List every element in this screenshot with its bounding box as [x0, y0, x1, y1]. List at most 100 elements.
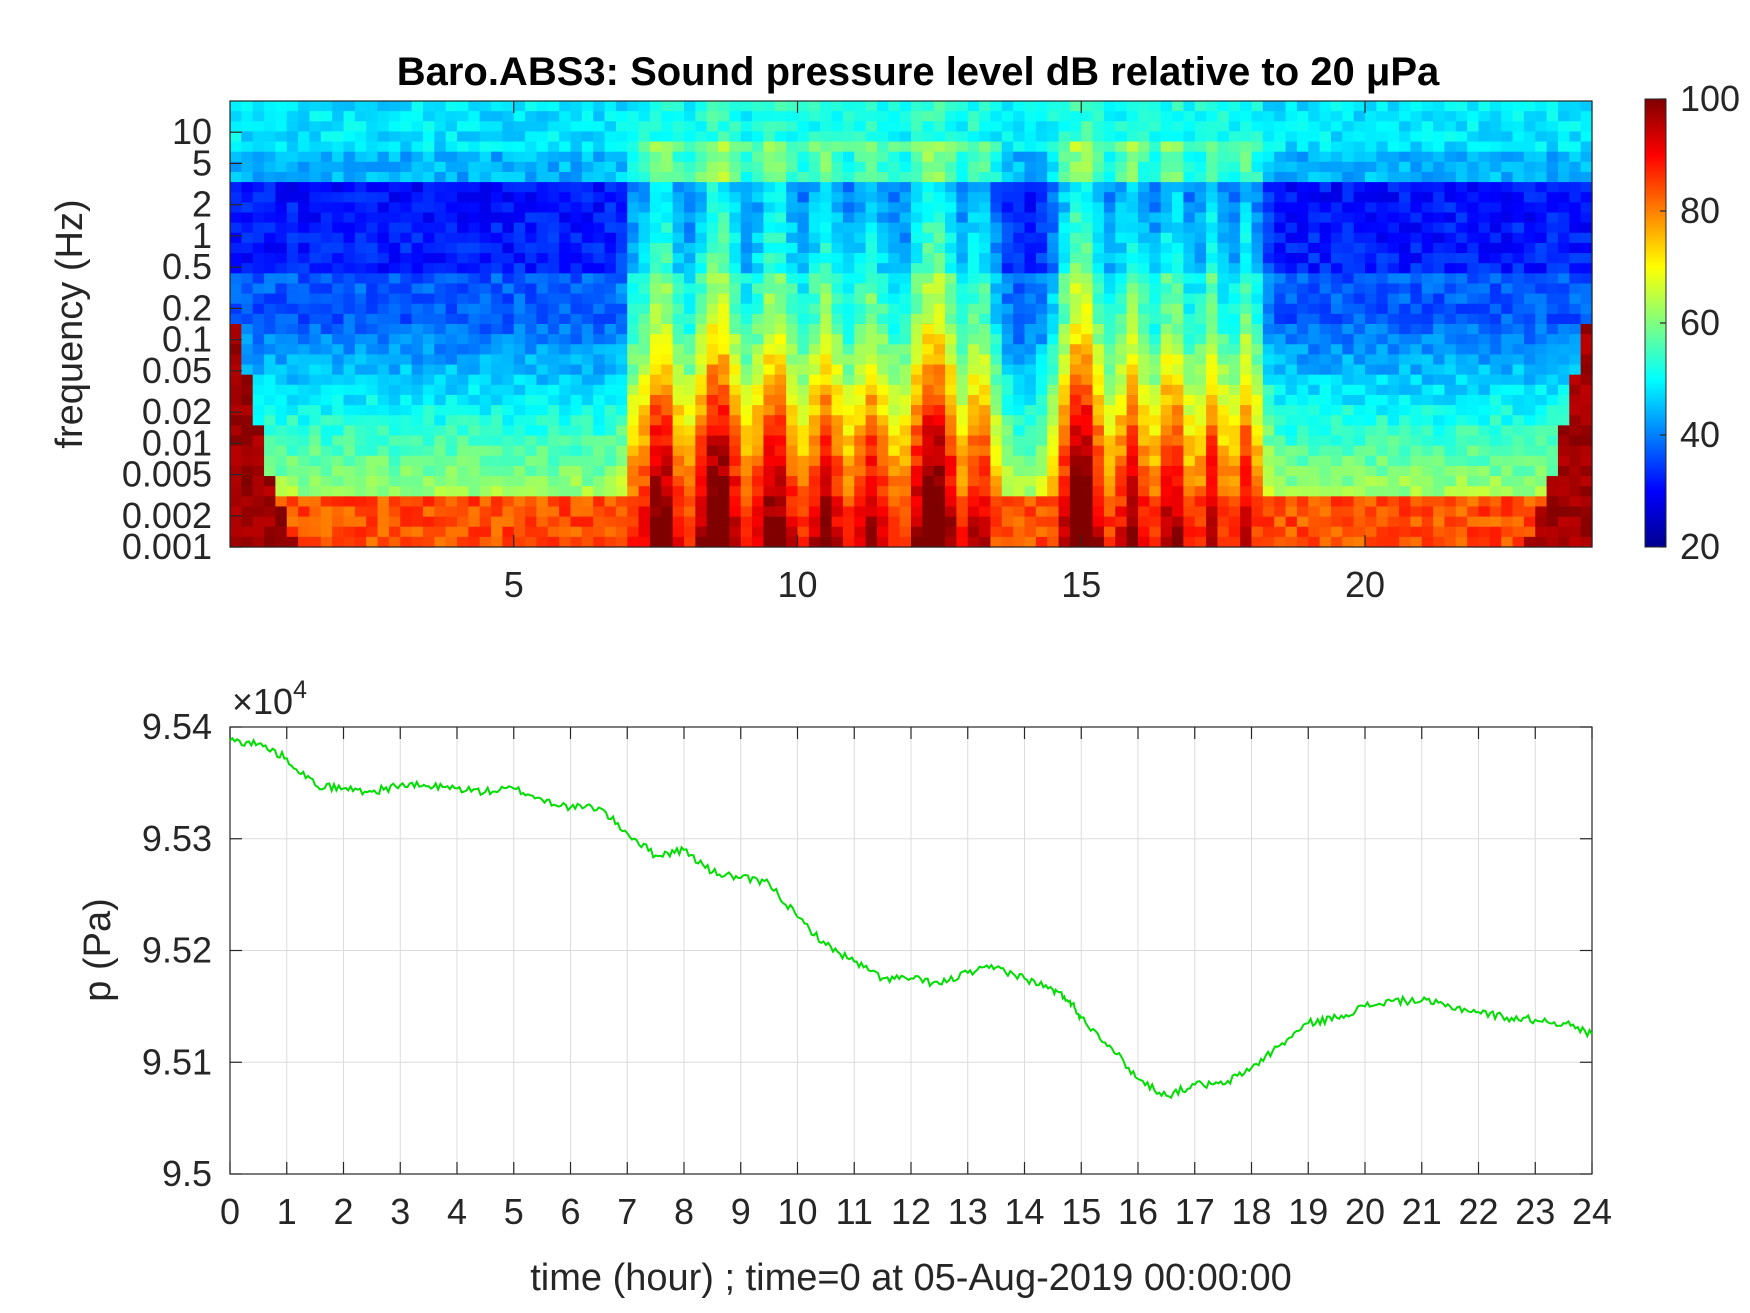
spectrogram-cell — [559, 465, 572, 477]
spectrogram-cell — [354, 171, 367, 183]
spectrogram-cell — [332, 253, 345, 264]
spectrogram-cell — [525, 526, 538, 538]
spectrogram-cell — [1399, 536, 1411, 548]
spectrogram-cell — [627, 131, 640, 143]
spectrogram-cell — [309, 222, 322, 234]
spectrogram-cell — [615, 526, 628, 538]
spectrogram-cell — [1138, 435, 1150, 447]
spectrogram-cell — [502, 121, 515, 133]
spectrogram-cell — [1274, 313, 1287, 325]
spectrogram-cell — [990, 313, 1003, 325]
spectrogram-cell — [1342, 303, 1355, 315]
spectrogram-cell — [241, 242, 254, 254]
spectrogram-cell — [479, 131, 492, 143]
spectrogram-cell — [366, 405, 379, 416]
spectrogram-cell — [343, 131, 356, 143]
spectrogram-cell — [854, 384, 867, 396]
spectrogram-cell — [649, 405, 662, 416]
spectrogram-cell — [865, 283, 878, 295]
spectrogram-cell — [1467, 465, 1480, 477]
spectrogram-cell — [1126, 425, 1139, 437]
spectrogram-cell — [252, 273, 265, 285]
spectrogram-cell — [1353, 536, 1366, 548]
spectrogram-cell — [922, 516, 935, 528]
spectrogram-cell — [1001, 465, 1014, 477]
spectrogram-cell — [1217, 293, 1230, 305]
spectrogram-cell — [876, 394, 889, 406]
spectrogram-cell — [1081, 171, 1094, 183]
spectrogram-cell — [1285, 354, 1298, 366]
spectrogram-cell — [513, 364, 526, 376]
spectrogram-cell — [230, 232, 242, 244]
spectrogram-cell — [1058, 476, 1071, 487]
spectrogram-cell — [752, 445, 765, 457]
spectrogram-cell — [1217, 182, 1230, 193]
spectrogram-cell — [1399, 364, 1411, 376]
spectrogram-cell — [933, 354, 946, 366]
spectrogram-cell — [649, 161, 662, 173]
spectrogram-cell — [570, 253, 583, 264]
spectrogram-cell — [422, 415, 435, 426]
spectrogram-cell — [1149, 405, 1162, 416]
spectrogram-cell — [1376, 384, 1389, 396]
spectrogram-cell — [990, 182, 1003, 193]
spectrogram-cell — [1103, 293, 1116, 305]
spectrogram-cell — [457, 202, 469, 214]
spectrogram-cell — [956, 334, 969, 345]
spectrogram-cell — [286, 476, 299, 487]
spectrogram-cell — [570, 476, 583, 487]
spectrogram-cell — [740, 445, 753, 457]
figure-title: Baro.ABS3: Sound pressure level dB relat… — [397, 50, 1440, 94]
spectrogram-cell — [1035, 313, 1048, 325]
spectrogram-cell — [1501, 394, 1514, 406]
spectrogram-cell — [899, 506, 912, 518]
spectrogram-cell — [252, 445, 265, 457]
spectrogram-cell — [422, 334, 435, 345]
spectrogram-cell — [1501, 334, 1514, 345]
spectrogram-cell — [956, 202, 969, 214]
spectrogram-cell — [1455, 415, 1468, 426]
spectrogram-cell — [309, 253, 322, 264]
spectrogram-cell — [1251, 111, 1264, 122]
spectrogram-cell — [1035, 536, 1048, 548]
spectrogram-cell — [1433, 151, 1446, 163]
spectrogram-cell — [1149, 445, 1162, 457]
spectrogram-cell — [343, 192, 356, 203]
spectrogram-cell — [638, 202, 651, 214]
spectrogram-cell — [865, 496, 878, 508]
spectrogram-cell — [377, 222, 390, 234]
spectrogram-cell — [842, 121, 855, 133]
spectrogram-cell — [695, 506, 708, 518]
spectrogram-cell — [536, 405, 549, 416]
spectrogram-cell — [422, 516, 435, 528]
spectrogram-cell — [275, 283, 288, 295]
spectrogram-cell — [1115, 242, 1128, 254]
spectrogram-cell — [1172, 111, 1184, 122]
spectrogram-cell — [706, 131, 719, 143]
spectrogram-cell — [320, 121, 333, 133]
spectrogram-cell — [740, 212, 753, 224]
spectrogram-cell — [1115, 445, 1128, 457]
spectrogram-cell — [922, 253, 935, 264]
spectrogram-cell — [536, 121, 549, 133]
spectrogram-cell — [479, 263, 492, 274]
spectrogram-cell — [593, 496, 606, 508]
spectrogram-cell — [1058, 324, 1071, 335]
spectrogram-cell — [230, 384, 242, 396]
spectrogram-cell — [286, 526, 299, 538]
spectrogram-cell — [684, 313, 696, 325]
spectrogram-cell — [1183, 283, 1196, 295]
spectrogram-cell — [1421, 283, 1434, 295]
spectrogram-cell — [865, 273, 878, 285]
spectrogram-cell — [457, 324, 469, 335]
spectrogram-cell — [513, 283, 526, 295]
spectrogram-cell — [615, 496, 628, 508]
spectrogram-cell — [706, 212, 719, 224]
spectrogram-cell — [241, 192, 254, 203]
spectrogram-cell — [956, 313, 969, 325]
spectrogram-cell — [366, 121, 379, 133]
spectrogram-cell — [332, 506, 345, 518]
spectrogram-cell — [1024, 131, 1037, 143]
spectrogram-cell — [1194, 405, 1207, 416]
spectrogram-cell — [786, 192, 799, 203]
